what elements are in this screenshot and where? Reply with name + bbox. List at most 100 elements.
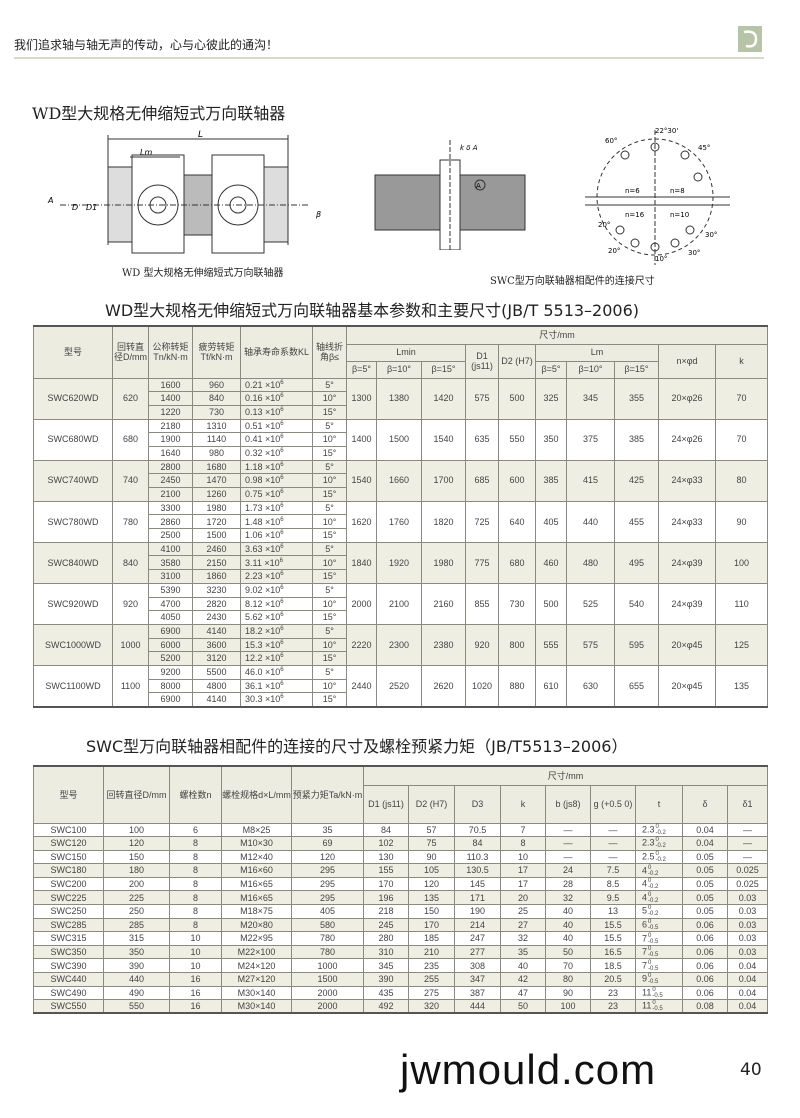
col-dims: 尺寸/mm (362, 765, 769, 786)
cell-d1: 855 (465, 582, 499, 625)
cell-k: 47 (500, 985, 546, 1001)
table-row: SWC490 490 16 M30×140 2000 435 275 387 47 90 23 11 0… (33, 985, 769, 1001)
kl-exponent: 6 (280, 667, 284, 674)
cell-b: 24 (545, 863, 591, 878)
kl-exponent: 6 (280, 653, 284, 660)
cell-g: 15.5 (590, 917, 636, 933)
cell-diameter: 150 (103, 849, 170, 865)
cell-fatigue-torque: 960 (192, 377, 241, 393)
cell-bearing-life: 18.2 ×106 (240, 623, 313, 639)
cell-d1: 155 (363, 863, 409, 878)
cell-angle: 5° (312, 541, 347, 557)
t-lower: -0.5 (648, 952, 659, 959)
table-row: SWC1000WD 1000 6900 4140 18.2 ×106 5° 2220 2300… (33, 623, 769, 666)
cell-bearing-life: 12.2 ×106 (240, 651, 313, 666)
table1-title: WD型大规格无伸缩短式万向联轴器基本参数和主要尺寸(JB/T 5513–2006… (105, 301, 640, 320)
cell-lmin-b15: 1820 (421, 500, 466, 543)
cell-d3: 70.5 (454, 822, 501, 838)
cell-fatigue-torque: 1680 (192, 459, 241, 475)
cell-lmin-b5: 2000 (346, 582, 377, 625)
cell-delta1: 0.03 (726, 917, 769, 933)
cell-fatigue-torque: 4800 (192, 678, 241, 694)
cell-k: 25 (500, 904, 546, 919)
cell-k: 70 (714, 418, 769, 461)
cell-angle: 15° (312, 487, 347, 502)
cell-b: — (545, 836, 591, 851)
cell-lm-b5: 405 (535, 500, 567, 543)
cell-b: 90 (545, 985, 591, 1001)
cell-lm-b10: 480 (566, 541, 615, 584)
cell-k: 8 (500, 836, 546, 851)
col-delta: δ (682, 784, 728, 824)
cell-lm-b15: 425 (614, 459, 659, 502)
cell-delta: 0.04 (682, 836, 728, 851)
cell-fatigue-torque: 1980 (192, 500, 241, 516)
table-row: SWC250 250 8 M18×75 405 218 150 190 25 40 13 5 0 -0.2… (33, 904, 769, 919)
col-d3: D3 (454, 784, 501, 824)
cell-d3: 190 (454, 904, 501, 919)
coupling-drawing: L Lm A D D1 β (47, 130, 321, 254)
kl-value: 0.51 ×10 (245, 420, 281, 431)
kl-value: 0.32 ×10 (245, 448, 281, 459)
cell-bolt-spec: M30×140 (221, 999, 292, 1014)
cell-bearing-life: 0.75 ×106 (240, 487, 313, 502)
kl-value: 0.21 ×10 (245, 379, 281, 390)
cell-model: SWC350 (33, 944, 104, 960)
col-lmin-b10: β=10° (376, 360, 422, 379)
cell-delta: 0.06 (682, 985, 728, 1001)
table-row: 6000 3600 15.3 ×106 10° (34, 637, 768, 653)
table-row: SWC150 150 8 M12×40 120 130 90 110.3 10— —2.5 0 -0.… (33, 849, 769, 865)
cell-lm-b5: 555 (535, 623, 567, 666)
connection-drawing: A k δ A (374, 140, 526, 250)
kl-exponent: 6 (280, 530, 284, 537)
kl-value: 1.06 ×10 (245, 530, 281, 541)
col-d2: D2 (H7) (498, 343, 536, 379)
cell-nominal-torque: 2180 (148, 418, 193, 434)
cell-angle: 10° (312, 514, 347, 530)
cell-d1: 390 (363, 972, 409, 987)
cell-t: 2.3 0 -0.2 (635, 836, 683, 851)
cell-angle: 10° (312, 596, 347, 612)
cell-bolt-spec: M20×80 (221, 917, 292, 933)
cell-d3: 247 (454, 931, 501, 946)
cell-lmin-b10: 1660 (376, 459, 422, 502)
cell-fatigue-torque: 1720 (192, 514, 241, 530)
cell-k: 135 (714, 664, 769, 708)
table-row: SWC390 390 10 M24×120 1000 345 235 308 40 70 18.5 7… (33, 958, 769, 974)
table-row: SWC200 200 8 M16×65 295 170 120 145 17 28 8.5 4 0 -0.… (33, 876, 769, 892)
cell-d1: 725 (465, 500, 499, 543)
table-row: SWC550 550 16 M30×140 2000 492 320 444 50 100 23 11… (33, 999, 769, 1014)
cell-bearing-life: 1.06 ×106 (240, 528, 313, 543)
cell-t: 4 0 -0.2 (635, 863, 683, 878)
t-tolerance: 0 -0.2 (648, 878, 658, 890)
kl-exponent: 6 (279, 557, 283, 564)
col-bolt-spec: 螺栓规格d×L/mm (221, 765, 292, 824)
cell-diameter: 225 (103, 890, 170, 906)
cell-bearing-life: 9.02 ×106 (240, 582, 313, 598)
cell-lmin-b5: 1400 (346, 418, 377, 461)
col-lm: Lm (535, 343, 659, 362)
cell-preload-torque: 2000 (291, 985, 364, 1001)
cell-lm-b10: 525 (566, 582, 615, 625)
cell-delta: 0.06 (682, 931, 728, 946)
cell-lm-b15: 655 (614, 664, 659, 708)
cell-lm-b10: 575 (566, 623, 615, 666)
cell-d2: 600 (498, 459, 536, 502)
cell-k: 20 (500, 890, 546, 906)
cell-model: SWC740WD (33, 459, 113, 502)
cell-nominal-torque: 6000 (148, 637, 193, 653)
t-upper: 0 (648, 891, 652, 898)
kl-exponent: 6 (280, 461, 284, 468)
table-row: SWC1100WD 1100 9200 5500 46.0 ×106 5° 2440 2520… (33, 664, 769, 708)
kl-value: 12.2 ×10 (245, 653, 281, 664)
cell-model: SWC150 (33, 849, 104, 865)
cell-lm-b15: 355 (614, 377, 659, 420)
cell-diameter: 490 (103, 985, 170, 1001)
cell-bearing-life: 5.62 ×106 (240, 610, 313, 625)
cell-model: SWC120 (33, 836, 104, 851)
table-row: SWC840WD 840 4100 2460 3.63 ×106 5° 1840 1920 19… (33, 541, 769, 584)
t-tolerance: 0 -0.5 (648, 973, 658, 985)
cell-k: 90 (714, 500, 769, 543)
kl-value: 0.16 ×10 (245, 393, 281, 404)
cell-d2: 185 (408, 931, 455, 946)
